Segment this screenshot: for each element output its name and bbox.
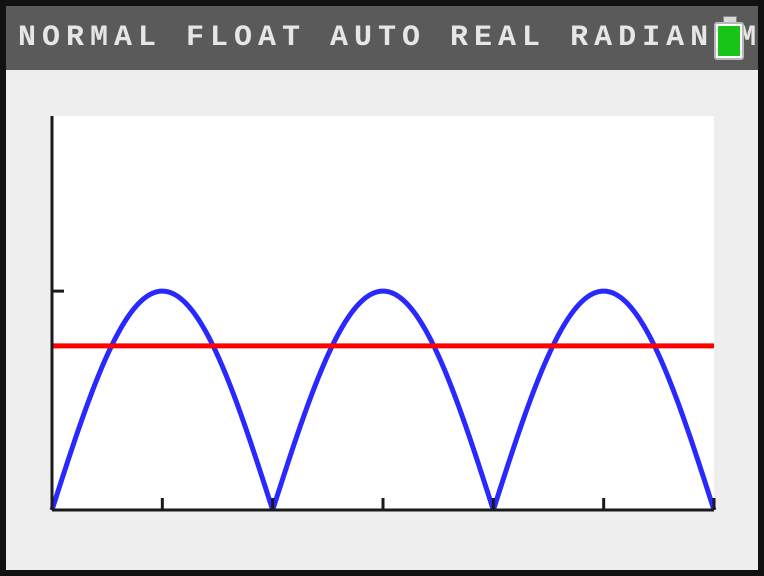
- series-abs_sin: [52, 291, 714, 510]
- status-text: NORMAL FLOAT AUTO REAL RADIAN MP: [18, 21, 764, 55]
- graph-area: [52, 116, 714, 510]
- calculator-screen: NORMAL FLOAT AUTO REAL RADIAN MP: [0, 0, 764, 576]
- battery-body: [714, 22, 744, 60]
- battery-icon: [714, 16, 744, 60]
- battery-fill: [718, 26, 740, 56]
- status-bar: NORMAL FLOAT AUTO REAL RADIAN MP: [6, 6, 758, 70]
- graph-svg: [52, 116, 714, 510]
